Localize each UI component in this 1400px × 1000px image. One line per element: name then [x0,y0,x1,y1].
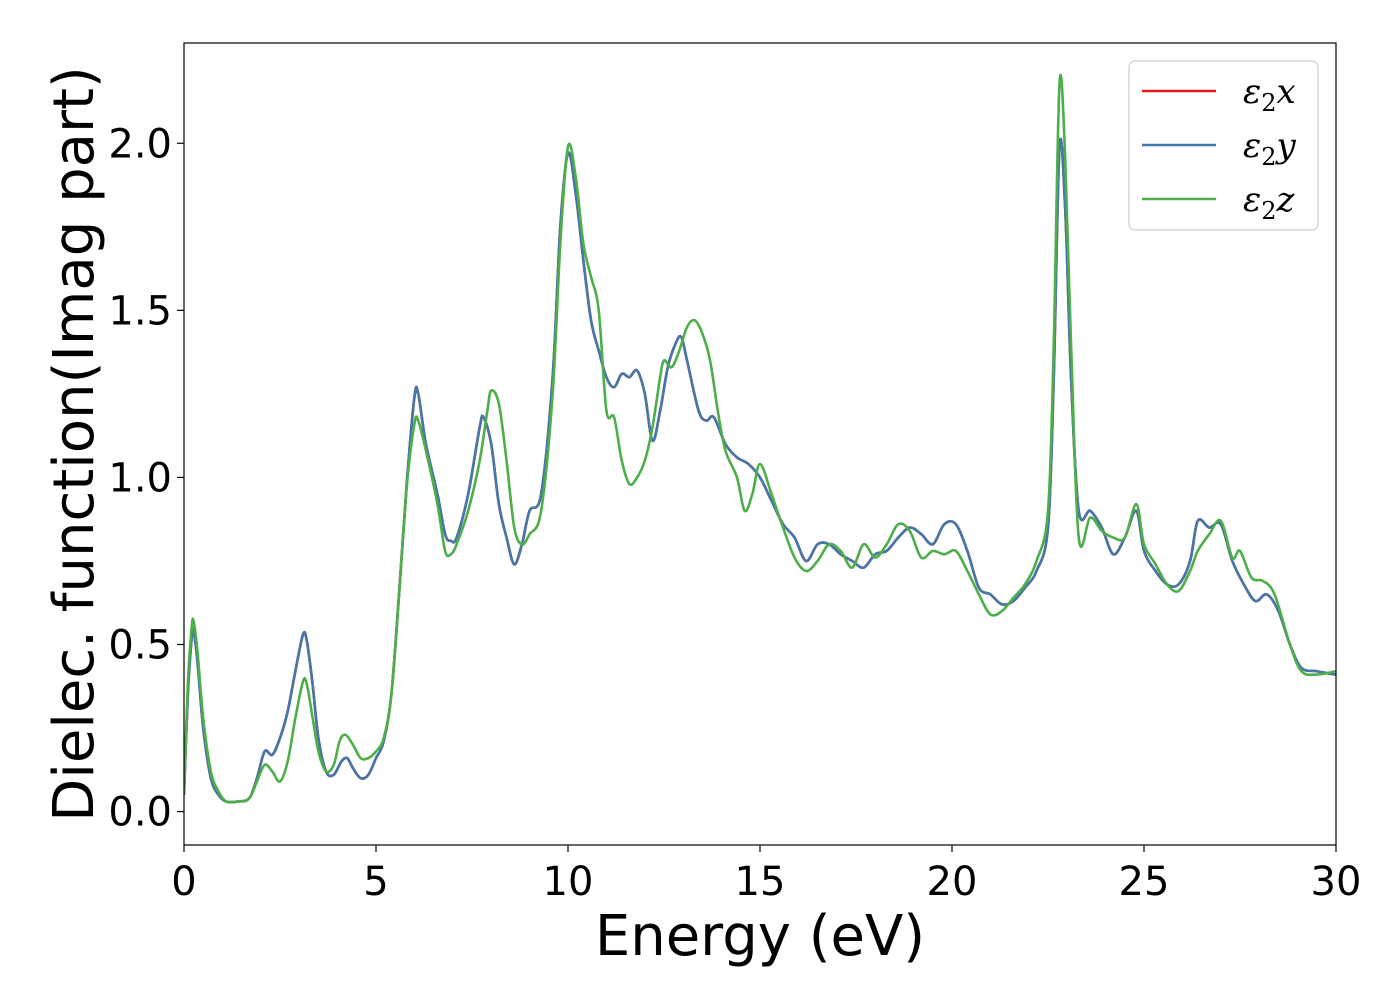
y-tick-label: 2.0 [108,121,172,167]
x-tick-label: 30 [1311,859,1362,905]
x-tick-label: 20 [927,859,978,905]
x-tick-label: 25 [1119,859,1170,905]
series-line-y [184,137,1336,804]
y-tick-label: 0.0 [108,790,172,836]
plot-lines [184,73,1336,804]
x-axis-title: Energy (eV) [595,904,925,969]
legend-box [1128,60,1319,231]
y-axis-title: Dielec. function(Imag part) [42,66,107,822]
series-line-z [184,73,1336,804]
x-tick-label: 5 [363,859,388,905]
x-axis-ticks: 0 5 10 15 20 25 30 [171,845,1361,905]
legend-label-x: ε2x [1243,72,1296,117]
legend-label-y: ε2y [1243,126,1297,171]
legend: ε2x ε2y ε2z [1128,60,1319,231]
x-tick-label: 10 [543,859,594,905]
y-tick-label: 1.0 [108,455,172,501]
y-axis-ticks: 0.0 0.5 1.0 1.5 2.0 [108,121,184,836]
x-tick-label: 0 [171,859,196,905]
y-tick-label: 1.5 [108,288,172,334]
series-line-x [184,137,1336,804]
legend-label-z: ε2z [1243,180,1296,225]
x-tick-label: 15 [735,859,786,905]
y-tick-label: 0.5 [108,623,172,669]
